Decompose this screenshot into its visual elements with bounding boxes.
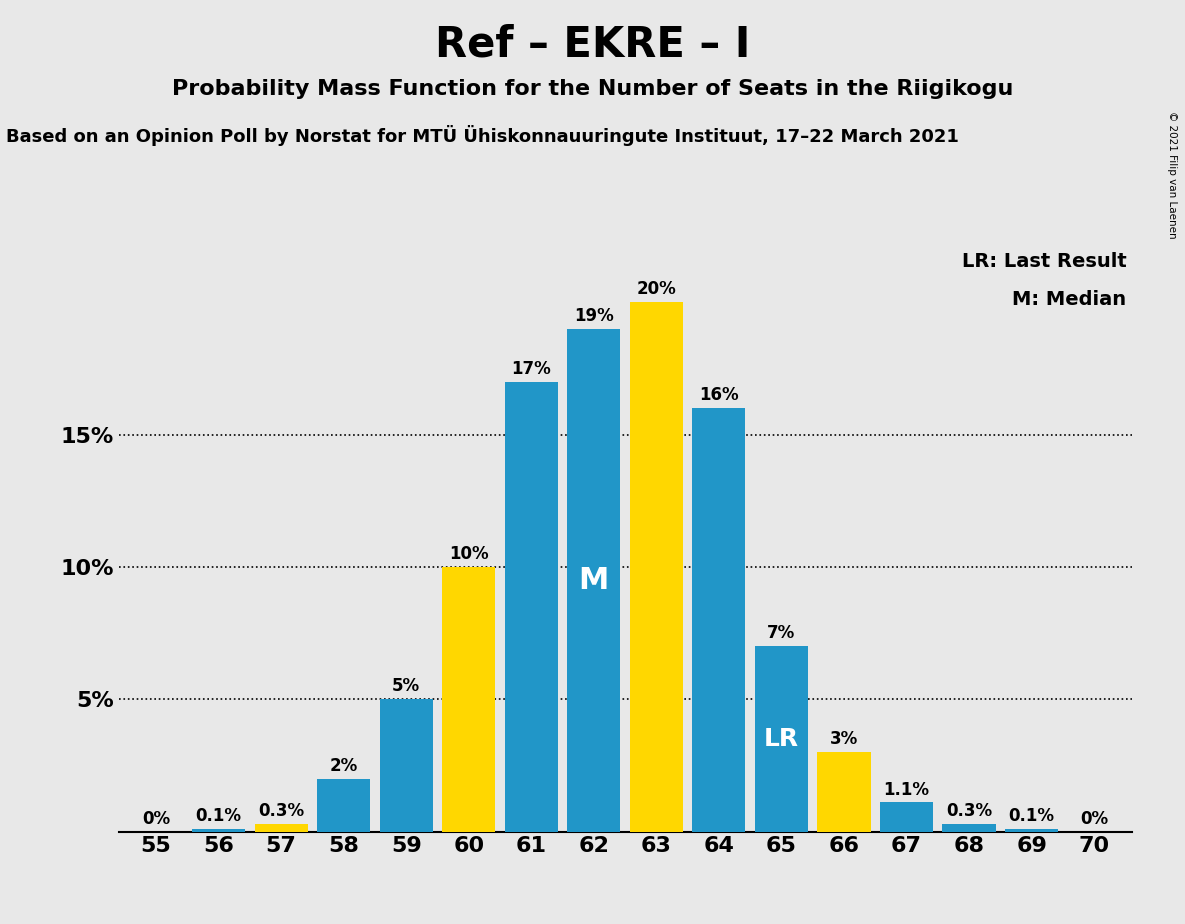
Text: 19%: 19%	[574, 307, 614, 325]
Text: 0%: 0%	[142, 809, 171, 828]
Text: 7%: 7%	[768, 625, 795, 642]
Text: 16%: 16%	[699, 386, 738, 405]
Text: 0%: 0%	[1080, 809, 1108, 828]
Text: LR: Last Result: LR: Last Result	[962, 252, 1127, 272]
Text: 17%: 17%	[512, 359, 551, 378]
Text: 1.1%: 1.1%	[884, 781, 929, 798]
Text: Based on an Opinion Poll by Norstat for MTÜ Ühiskonnauuringute Instituut, 17–22 : Based on an Opinion Poll by Norstat for …	[6, 125, 959, 146]
Bar	[692, 408, 745, 832]
Bar	[818, 752, 871, 832]
Bar	[942, 823, 995, 832]
Text: Ref – EKRE – I: Ref – EKRE – I	[435, 23, 750, 65]
Bar	[629, 302, 683, 832]
Bar	[880, 802, 933, 832]
Text: 10%: 10%	[449, 545, 488, 563]
Text: M: M	[578, 565, 609, 595]
Text: 0.3%: 0.3%	[946, 802, 992, 820]
Text: 2%: 2%	[329, 757, 358, 774]
Text: © 2021 Filip van Laenen: © 2021 Filip van Laenen	[1167, 111, 1177, 238]
Bar	[442, 567, 495, 832]
Bar	[505, 382, 558, 832]
Text: 0.3%: 0.3%	[258, 802, 305, 820]
Bar	[1005, 829, 1058, 832]
Bar	[192, 829, 245, 832]
Text: 3%: 3%	[830, 730, 858, 748]
Text: M: Median: M: Median	[1012, 290, 1127, 310]
Text: 0.1%: 0.1%	[196, 807, 242, 825]
Bar	[755, 647, 808, 832]
Bar	[379, 699, 433, 832]
Bar	[568, 329, 621, 832]
Text: 0.1%: 0.1%	[1008, 807, 1055, 825]
Bar	[318, 779, 370, 832]
Text: 5%: 5%	[392, 677, 421, 696]
Text: LR: LR	[764, 727, 799, 751]
Text: Probability Mass Function for the Number of Seats in the Riigikogu: Probability Mass Function for the Number…	[172, 79, 1013, 99]
Bar	[255, 823, 308, 832]
Text: 20%: 20%	[636, 280, 677, 298]
